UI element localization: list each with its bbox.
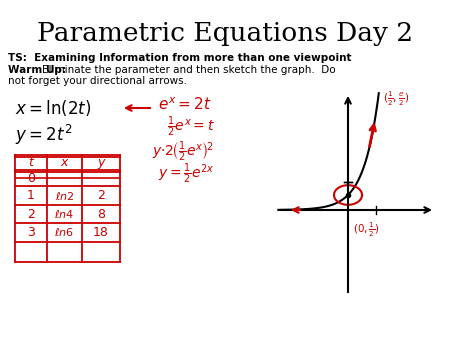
Text: $\ell n2$: $\ell n2$: [54, 190, 74, 201]
Text: x: x: [61, 156, 68, 169]
Text: Parametric Equations Day 2: Parametric Equations Day 2: [37, 21, 413, 46]
Text: not forget your directional arrows.: not forget your directional arrows.: [8, 76, 187, 86]
Text: 3: 3: [27, 226, 35, 239]
Text: $y{\cdot}2\!\left(\frac{1}{2}e^x\right)^{\!2}$: $y{\cdot}2\!\left(\frac{1}{2}e^x\right)^…: [152, 140, 214, 164]
Text: 8: 8: [97, 208, 105, 220]
Text: $\ell n6$: $\ell n6$: [54, 226, 75, 239]
Text: $y = 2t^2$: $y = 2t^2$: [15, 123, 72, 147]
Text: Warm Up:: Warm Up:: [8, 65, 73, 75]
Text: 0: 0: [27, 171, 35, 185]
Text: 1: 1: [27, 189, 35, 202]
Text: t: t: [28, 156, 33, 169]
Text: $(0,\frac{1}{2})$: $(0,\frac{1}{2})$: [353, 221, 380, 239]
Text: $y = \frac{1}{2}e^{2x}$: $y = \frac{1}{2}e^{2x}$: [158, 162, 215, 186]
Text: TS:  Examining Information from more than one viewpoint: TS: Examining Information from more than…: [8, 53, 351, 63]
Text: $\ell n4$: $\ell n4$: [54, 208, 75, 220]
Text: y: y: [97, 156, 105, 169]
Text: 2: 2: [97, 189, 105, 202]
Text: Eliminate the parameter and then sketch the graph.  Do: Eliminate the parameter and then sketch …: [42, 65, 336, 75]
Text: $(\frac{1}{2},\frac{e}{2})$: $(\frac{1}{2},\frac{e}{2})$: [383, 90, 410, 108]
Text: 18: 18: [93, 226, 109, 239]
Text: $e^x = 2t$: $e^x = 2t$: [158, 97, 212, 113]
Text: 2: 2: [27, 208, 35, 220]
Text: $x = \ln(2t)$: $x = \ln(2t)$: [15, 98, 91, 118]
Text: $\frac{1}{2}e^x = t$: $\frac{1}{2}e^x = t$: [167, 115, 215, 139]
